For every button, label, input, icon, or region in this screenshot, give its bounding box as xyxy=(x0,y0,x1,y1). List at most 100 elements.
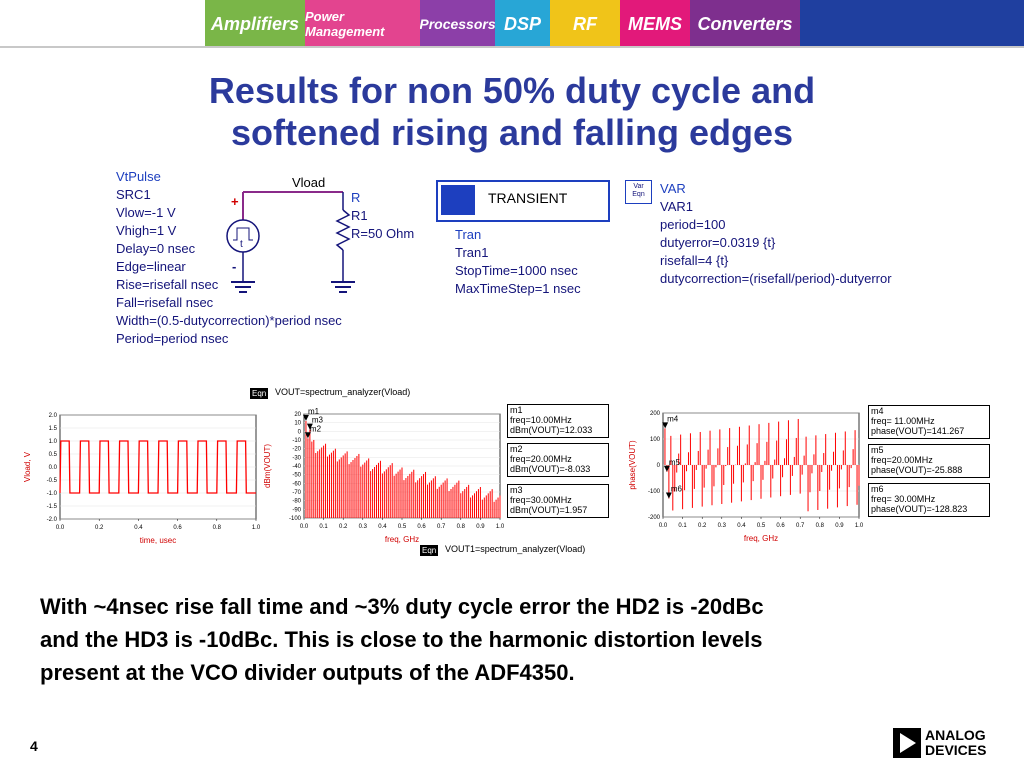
var-icon-line: Eqn xyxy=(632,191,645,198)
x-tick-label: 0.8 xyxy=(213,525,222,531)
marker-m2 xyxy=(304,432,311,439)
marker-id: m2 xyxy=(510,444,523,454)
logo-line: ANALOG xyxy=(925,727,986,743)
tran-line: MaxTimeStep=1 nsec xyxy=(455,281,581,296)
y-tick-label: -50 xyxy=(292,473,301,479)
magnitude-spectrum-chart: 20 10 0 -10 -20 -30 -40 -50 -60 -70 -80 -90 -100 0.0 0… xyxy=(263,407,505,544)
x-tick-label: 0.1 xyxy=(319,524,328,530)
x-tick-label: 0.7 xyxy=(796,523,805,529)
banner-divider xyxy=(0,46,1024,48)
circuit-schematic xyxy=(226,191,355,293)
x-tick-label: 1.0 xyxy=(496,524,505,530)
source-line: Vhigh=1 V xyxy=(116,223,177,238)
source-line: Rise=risefall nsec xyxy=(116,277,219,292)
y-tick-label: -60 xyxy=(292,481,301,487)
x-axis-label: freq, GHz xyxy=(385,535,419,544)
x-tick-label: 0.0 xyxy=(56,525,65,531)
y-tick-label: -2.0 xyxy=(47,517,58,523)
tran-line: Tran1 xyxy=(455,245,489,260)
resistor-line: R xyxy=(351,190,361,205)
y-tick-label: -90 xyxy=(292,507,301,513)
marker-m3 xyxy=(306,423,313,430)
banner-label: Power Management xyxy=(305,9,385,39)
marker-freq: freq=10.00MHz xyxy=(510,415,572,425)
marker-id: m1 xyxy=(510,405,523,415)
banner-label: Processors xyxy=(420,16,495,32)
tran-parameters: Tran Tran1 StopTime=1000 nsec MaxTimeSte… xyxy=(455,226,581,298)
x-tick-label: 0.3 xyxy=(359,524,368,530)
marker-freq: freq=20.00MHz xyxy=(510,454,572,464)
banner-tile-amplifiers: Amplifiers xyxy=(205,0,305,48)
x-tick-label: 0.5 xyxy=(398,524,407,530)
marker-value: dBm(VOUT)=12.033 xyxy=(510,425,593,435)
y-tick-label: 10 xyxy=(294,421,301,427)
transient-icon xyxy=(441,185,475,215)
marker-box-m3: m3 freq=30.00MHz dBm(VOUT)=1.957 xyxy=(507,484,609,518)
eqn-tag: Eqn xyxy=(420,545,439,556)
logo-mark xyxy=(893,728,921,758)
equation-1: VOUT=spectrum_analyzer(Vload) xyxy=(275,387,411,397)
source-line: Period=period nsec xyxy=(116,331,229,346)
var-line: dutyerror=0.0319 {t} xyxy=(660,235,776,250)
banner-tile-processors: Processors xyxy=(420,0,495,48)
source-line: VtPulse xyxy=(116,169,161,184)
marker-freq: freq= 11.00MHz xyxy=(871,416,935,426)
banner-label: Converters xyxy=(697,13,793,34)
x-tick-label: 0.1 xyxy=(678,523,687,529)
y-tick-label: 0 xyxy=(657,463,661,469)
y-tick-label: -1.5 xyxy=(47,504,58,510)
y-tick-label: -20 xyxy=(292,447,301,453)
y-tick-label: 0 xyxy=(298,429,302,435)
x-tick-label: 0.8 xyxy=(457,524,466,530)
marker-id: m3 xyxy=(510,485,523,495)
x-axis-label: time, usec xyxy=(140,536,176,545)
y-tick-label: 0.5 xyxy=(49,452,58,458)
marker-label: m6 xyxy=(671,485,683,494)
phase-spectrum-chart: 200 100 0 -100 -200 0.0 0.1 0.2 0.3 0.4 0.5 0.6 0.7 0… xyxy=(628,411,864,543)
vload-series xyxy=(59,440,256,494)
var-icon-line: Var xyxy=(633,183,644,190)
transient-label: TRANSIENT xyxy=(488,190,568,206)
var-line: dutycorrection=(risefall/period)-dutyerr… xyxy=(660,271,892,286)
x-tick-label: 0.2 xyxy=(95,525,104,531)
resistor-parameters: R R1 R=50 Ohm xyxy=(351,189,414,243)
x-tick-label: 0.5 xyxy=(757,523,766,529)
title-line-2: softened rising and falling edges xyxy=(230,112,794,153)
y-tick-label: -10 xyxy=(292,438,301,444)
summary-line: With ~4nsec rise fall time and ~3% duty … xyxy=(40,594,764,619)
marker-label: m3 xyxy=(312,416,324,425)
tran-line: StopTime=1000 nsec xyxy=(455,263,578,278)
transient-block: TRANSIENT xyxy=(436,180,610,222)
y-axis-label: Vload, V xyxy=(23,451,32,482)
x-tick-label: 0.6 xyxy=(417,524,426,530)
source-line: SRC1 xyxy=(116,187,151,202)
y-tick-label: -0.5 xyxy=(47,478,58,484)
y-tick-label: 200 xyxy=(650,411,661,417)
marker-label: m1 xyxy=(308,407,320,416)
banner-label: MEMS xyxy=(628,13,682,34)
x-tick-label: 0.7 xyxy=(437,524,446,530)
marker-id: m4 xyxy=(871,406,884,416)
eqn-tag: Eqn xyxy=(250,388,269,399)
marker-box-m1: m1 freq=10.00MHz dBm(VOUT)=12.033 xyxy=(507,404,609,438)
time-domain-chart: 2.0 1.5 1.0 0.5 0.0 -0.5 -1.0 -1.5 -2.0 0.0 0.2 0.4… xyxy=(23,413,261,545)
x-tick-label: 0.4 xyxy=(134,525,143,531)
x-tick-label: 0.9 xyxy=(835,523,844,529)
marker-box-m6: m6 freq= 30.00MHz phase(VOUT)=-128.823 xyxy=(868,483,990,517)
page-number: 4 xyxy=(30,738,38,754)
y-tick-label: -1.0 xyxy=(47,491,58,497)
x-tick-label: 0.2 xyxy=(339,524,348,530)
x-tick-label: 0.0 xyxy=(300,524,309,530)
banner-tile-rf: RF xyxy=(550,0,620,48)
marker-m5 xyxy=(663,465,670,472)
var-line: VAR xyxy=(660,181,686,196)
y-tick-label: -100 xyxy=(648,489,661,495)
x-tick-label: 0.9 xyxy=(476,524,485,530)
resistor-line: R=50 Ohm xyxy=(351,226,415,241)
source-plus-sign: + xyxy=(231,194,239,209)
x-tick-label: 0.3 xyxy=(718,523,727,529)
x-tick-label: 0.4 xyxy=(378,524,387,530)
var-line: period=100 xyxy=(660,217,726,232)
var-line: VAR1 xyxy=(660,199,693,214)
source-parameters: VtPulse SRC1 Vlow=-1 V Vhigh=1 V Delay=0… xyxy=(116,168,342,348)
